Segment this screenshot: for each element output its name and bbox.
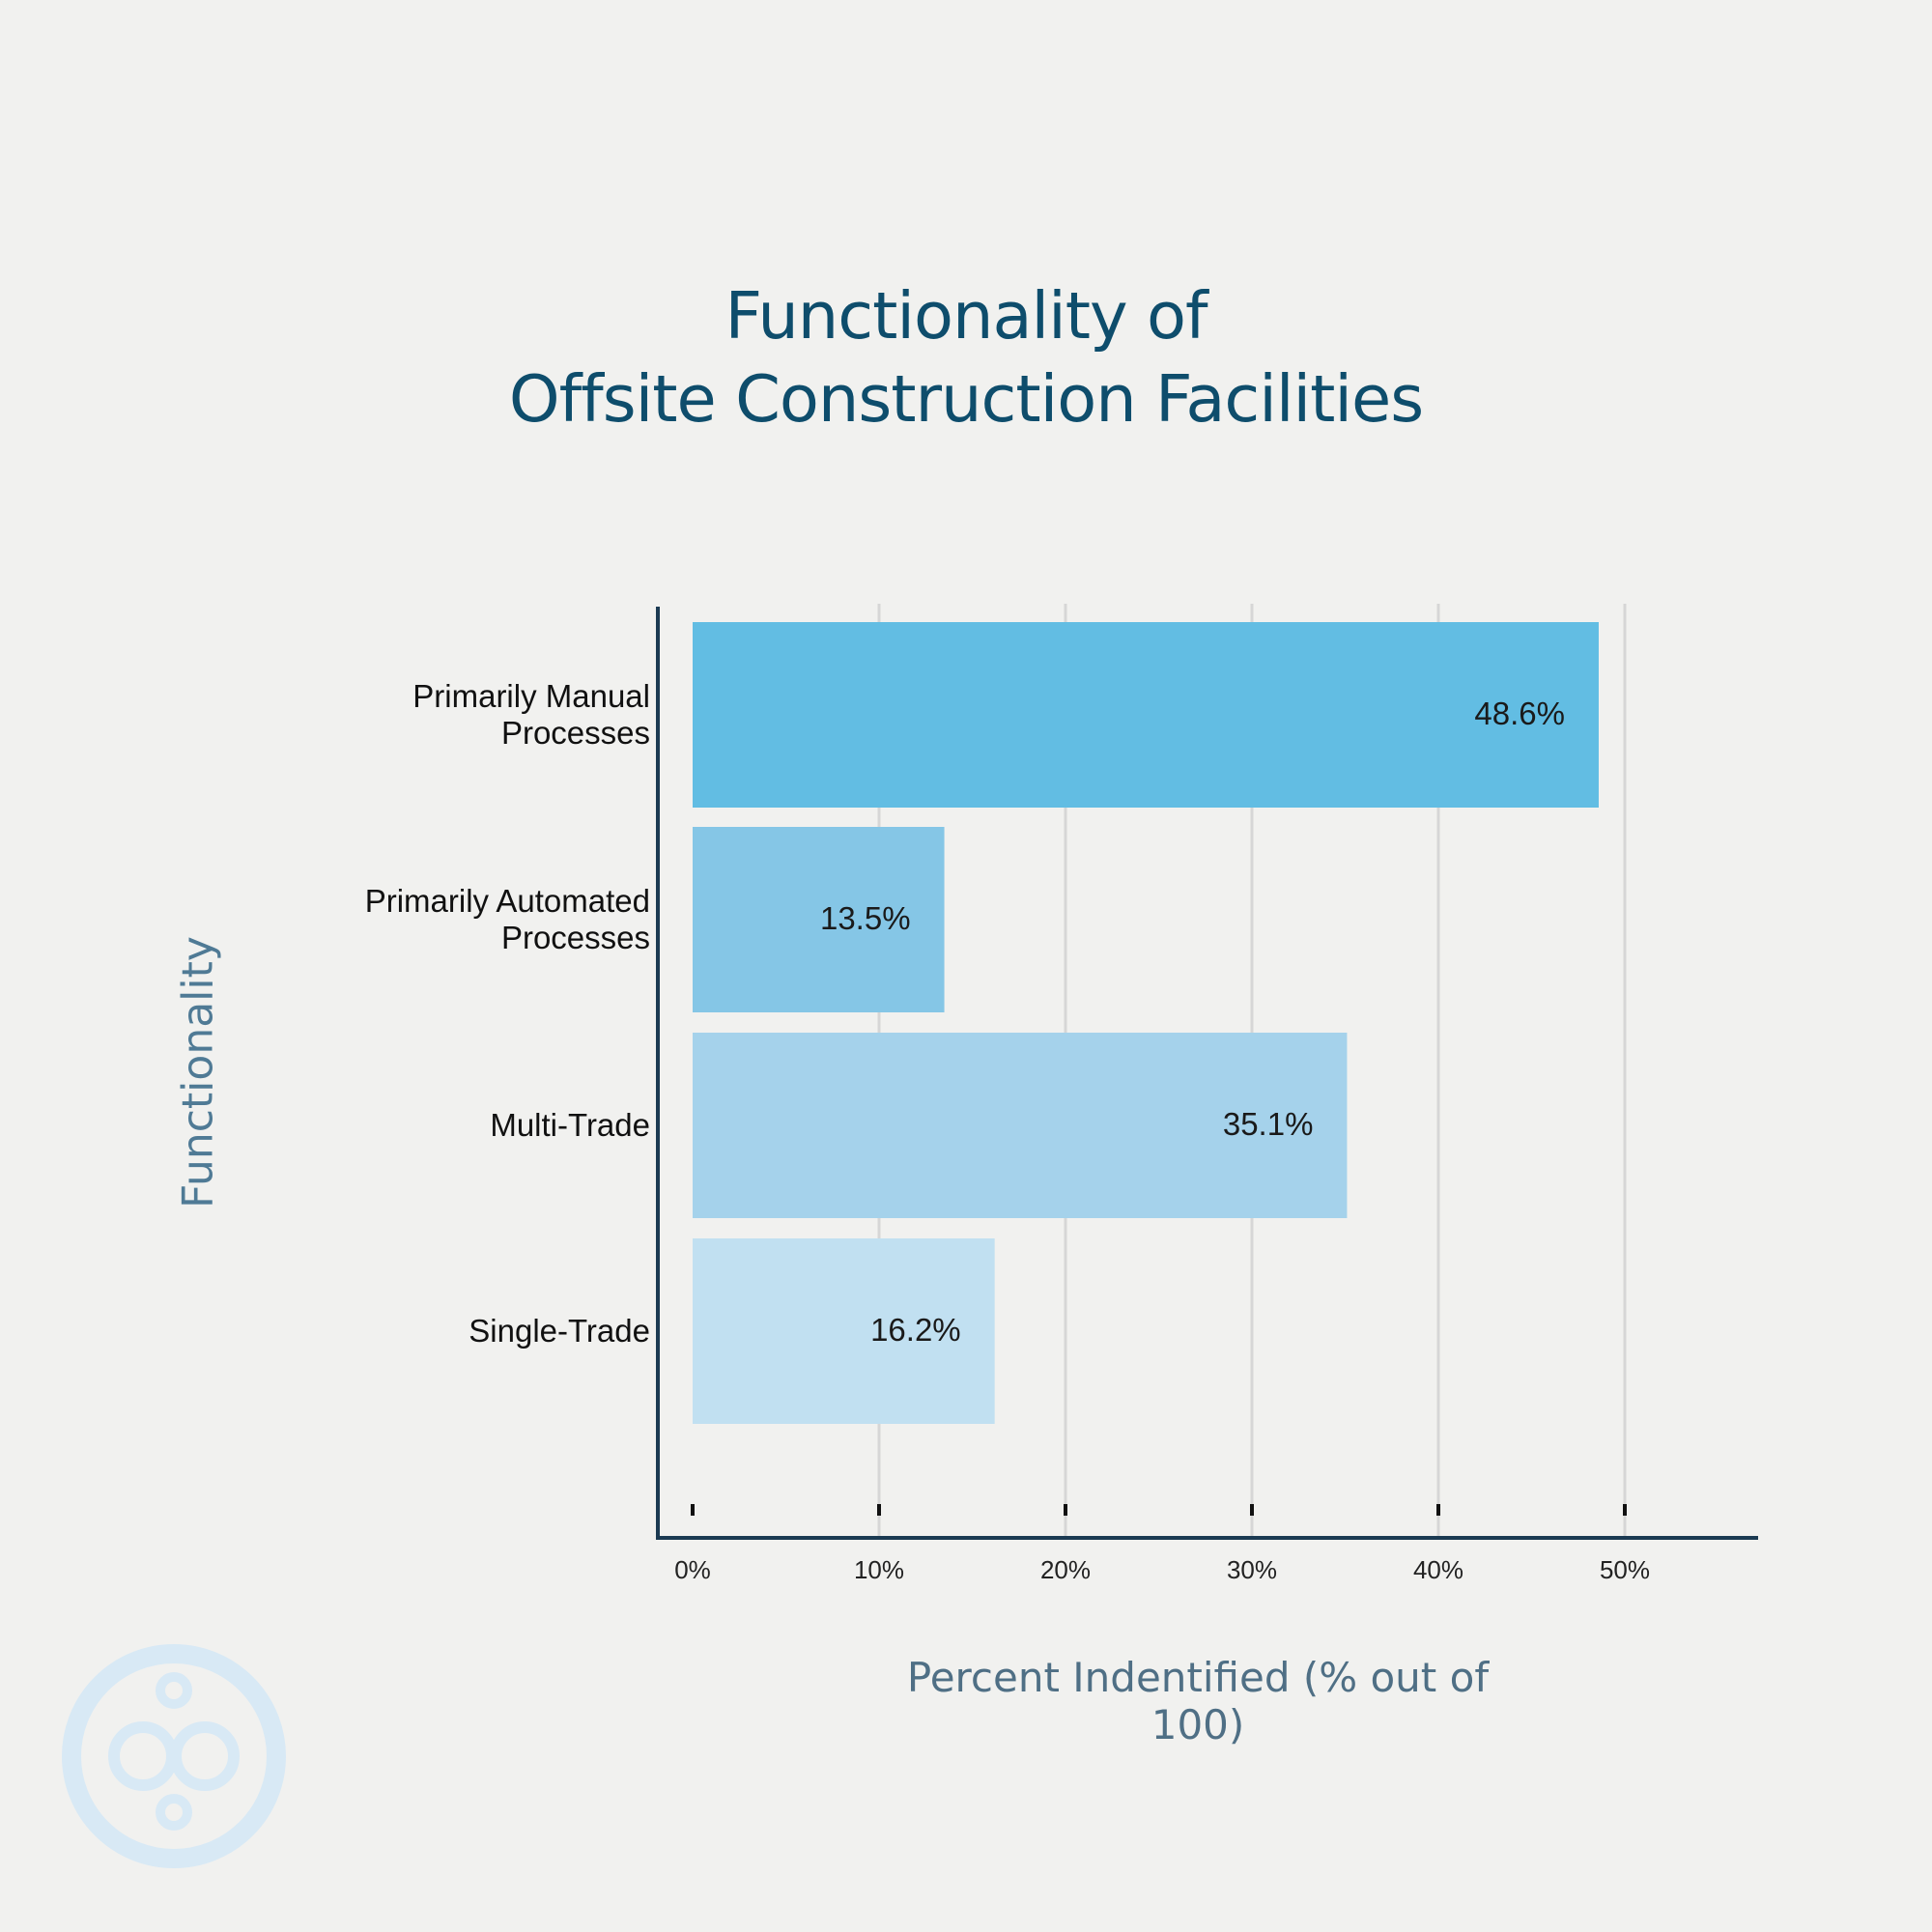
category-label-line: Single-Trade bbox=[469, 1313, 650, 1349]
chart-title-line-2: Offsite Construction Facilities bbox=[508, 361, 1424, 437]
data-label: 13.5% bbox=[819, 900, 911, 936]
category-label: Primarily Automated Processes bbox=[244, 883, 650, 956]
category-label-line: Processes bbox=[500, 715, 650, 751]
category-label-line: Primarily Automated bbox=[364, 883, 650, 919]
bar-1 bbox=[693, 827, 945, 1012]
data-label: 48.6% bbox=[1474, 696, 1565, 731]
x-axis-label: Percent Indentified (% out of 100) bbox=[906, 1654, 1490, 1748]
category-label-line: Primarily Manual bbox=[412, 678, 650, 714]
x-tick-label: 0% bbox=[674, 1555, 711, 1584]
category-label: Single-Trade bbox=[244, 1313, 650, 1350]
chart-title-line-1: Functionality of bbox=[724, 278, 1208, 354]
category-label-line: Processes bbox=[500, 920, 650, 955]
logo-circle-bottom bbox=[156, 1794, 192, 1831]
bar-0 bbox=[693, 622, 1599, 808]
bar-3 bbox=[693, 1238, 995, 1424]
category-label-line: Multi-Trade bbox=[490, 1107, 650, 1143]
circles-logo bbox=[62, 1644, 286, 1868]
x-tick-label: 10% bbox=[853, 1555, 905, 1584]
x-tick-label: 50% bbox=[1599, 1555, 1651, 1584]
y-axis-label: Functionality bbox=[173, 936, 223, 1208]
bar-2 bbox=[693, 1033, 1348, 1218]
x-tick-label: 30% bbox=[1226, 1555, 1278, 1584]
category-label: Multi-Trade bbox=[244, 1107, 650, 1144]
logo-circle-left bbox=[108, 1721, 178, 1791]
data-label: 16.2% bbox=[870, 1312, 961, 1348]
data-label: 35.1% bbox=[1222, 1106, 1314, 1142]
x-tick-label: 20% bbox=[1039, 1555, 1092, 1584]
logo-circle-top bbox=[156, 1672, 192, 1709]
category-label: Primarily Manual Processes bbox=[244, 678, 650, 752]
logo-circle-right bbox=[170, 1721, 240, 1791]
chart-title: Functionality of Offsite Construction Fa… bbox=[0, 274, 1932, 440]
x-tick-label: 40% bbox=[1412, 1555, 1464, 1584]
